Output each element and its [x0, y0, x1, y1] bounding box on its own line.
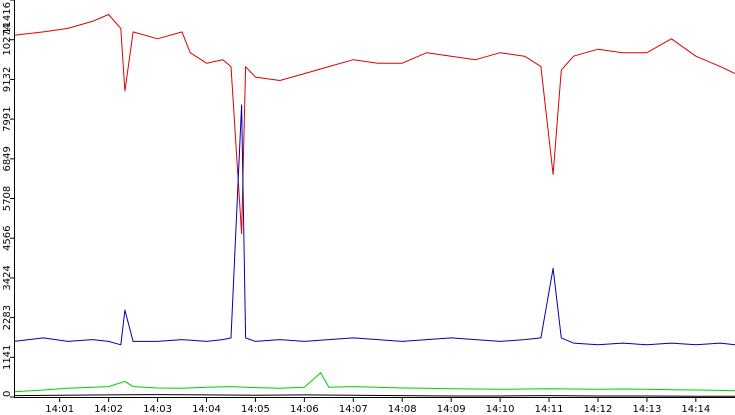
- x-tick-label: 14:10: [486, 404, 515, 415]
- y-tick-label: 7991: [2, 106, 13, 131]
- y-tick-label: 0: [2, 391, 13, 397]
- series-line-1: [13, 104, 735, 346]
- y-tick-label: 6849: [2, 146, 13, 171]
- x-tick-label: 14:12: [584, 404, 613, 415]
- x-tick-label: 14:05: [241, 404, 270, 415]
- x-axis-ticks: 14:01 14:02 14:03 14:04 14:05 14:06 14:07 14:08…: [45, 397, 710, 415]
- series-line-3: [13, 394, 735, 397]
- x-tick-label: 14:09: [437, 404, 466, 415]
- y-tick-label: 9132: [2, 67, 13, 92]
- y-tick-label: 10274: [2, 24, 13, 56]
- y-tick-label: 1141: [2, 345, 13, 370]
- y-tick-label: 3424: [2, 265, 13, 290]
- x-tick-label: 14:11: [535, 404, 564, 415]
- x-tick-label: 14:08: [388, 404, 417, 415]
- y-tick-label: 4566: [2, 225, 13, 250]
- x-tick-label: 14:03: [143, 404, 172, 415]
- series-line-0: [13, 14, 735, 235]
- x-tick-label: 14:02: [94, 404, 123, 415]
- x-tick-label: 14:04: [192, 404, 221, 415]
- x-tick-label: 14:06: [290, 404, 319, 415]
- series-layer: [13, 14, 735, 397]
- series-line-2: [13, 372, 735, 393]
- x-tick-label: 14:07: [339, 404, 368, 415]
- y-tick-label: 2283: [2, 305, 13, 330]
- y-axis-ticks: 0 1141 2283 3424 4566 5708 6849 7991 9132 1027411…: [2, 0, 14, 398]
- x-tick-label: 14:13: [632, 404, 661, 415]
- x-tick-label: 14:01: [45, 404, 74, 415]
- y-tick-label: 5708: [2, 186, 13, 211]
- x-tick-label: 14:14: [681, 404, 710, 415]
- y-tick-label: 11416: [2, 2, 13, 34]
